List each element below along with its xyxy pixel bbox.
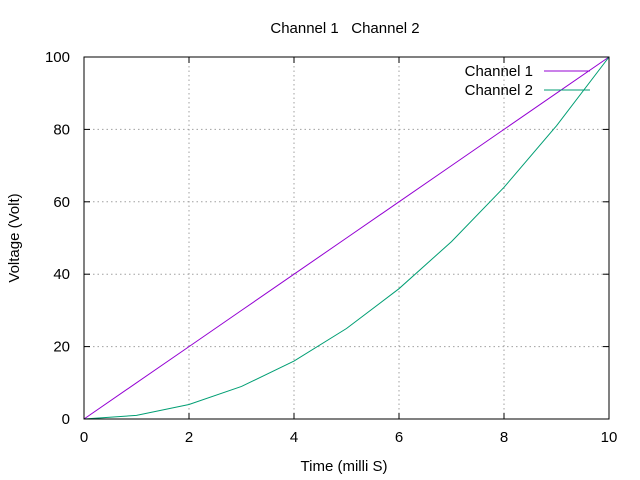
data-point-channel-2	[555, 124, 558, 127]
data-point-channel-1	[135, 381, 138, 384]
plot-frame	[83, 56, 610, 420]
y-tick-label: 60	[53, 194, 70, 211]
x-tick-label: 6	[395, 429, 403, 446]
y-tick-label: 80	[53, 121, 70, 138]
x-tick-label: 10	[601, 429, 618, 446]
chart-title: Channel 1 Channel 2	[270, 20, 419, 37]
data-point-channel-2	[398, 287, 401, 290]
data-point-channel-1	[555, 92, 558, 95]
y-tick-label: 100	[45, 49, 70, 66]
data-point-channel-1	[188, 345, 191, 348]
data-point-channel-2	[293, 360, 296, 363]
x-tick-label: 8	[500, 429, 508, 446]
data-point-channel-2	[135, 414, 138, 417]
data-point-channel-1	[450, 164, 453, 167]
x-tick-label: 4	[290, 429, 298, 446]
data-point-channel-1	[345, 237, 348, 240]
data-point-channel-2	[503, 186, 506, 189]
data-point-channel-1	[503, 128, 506, 131]
x-tick-label: 2	[185, 429, 193, 446]
data-point-channel-2	[345, 327, 348, 330]
data-point-channel-1	[240, 309, 243, 312]
x-tick-label: 0	[80, 429, 88, 446]
data-point-channel-2	[450, 240, 453, 243]
data-point-channel-2	[240, 385, 243, 388]
data-point-channel-1	[398, 200, 401, 203]
legend-label-channel-2: Channel 2	[465, 82, 533, 99]
legend: Channel 1 Channel 2	[465, 63, 590, 99]
x-axis-label: Time (milli S)	[301, 458, 388, 475]
series-line-channel-2	[83, 56, 610, 420]
y-axis-label: Voltage (Volt)	[6, 193, 23, 282]
y-tick-label: 40	[53, 266, 70, 283]
series-line-channel-1	[83, 56, 610, 420]
legend-label-channel-1: Channel 1	[465, 63, 533, 80]
series-layer	[83, 56, 610, 420]
grid-layer	[84, 57, 609, 419]
y-tick-label: 20	[53, 339, 70, 356]
data-point-channel-1	[293, 273, 296, 276]
data-point-channel-2	[188, 403, 191, 406]
y-tick-label: 0	[62, 411, 70, 428]
